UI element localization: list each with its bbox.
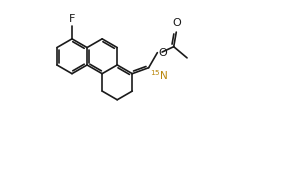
- Text: $^{15}$N: $^{15}$N: [150, 69, 168, 82]
- Text: O: O: [159, 48, 168, 58]
- Text: O: O: [172, 18, 181, 28]
- Text: F: F: [69, 14, 75, 24]
